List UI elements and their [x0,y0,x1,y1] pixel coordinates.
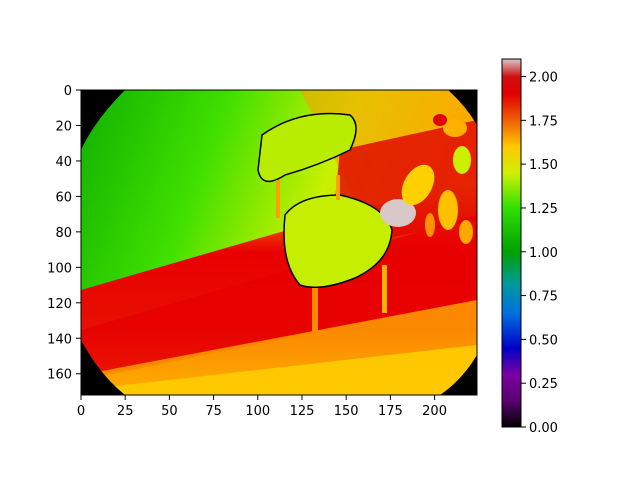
x-tick-label: 75 [205,404,222,419]
y-axis: 0 20 40 60 80 100 120 140 160 [47,84,81,383]
x-tick-label: 150 [334,404,359,419]
colorbar-gradient [502,59,521,427]
x-tick-label: 25 [117,404,134,419]
colorbar-tick-label: 0.50 [529,333,558,348]
depth-image [81,90,477,395]
y-tick-label: 140 [47,332,72,347]
colorbar-tick-label: 0.00 [529,421,558,436]
colorbar: 0.00 0.25 0.50 0.75 1.00 1.25 1.50 1.75 2.00 [502,59,558,436]
colorbar-tick-label: 1.75 [529,114,558,129]
y-tick-label: 100 [47,261,72,276]
x-tick-label: 100 [245,404,270,419]
colorbar-tick-label: 1.50 [529,158,558,173]
x-tick-label: 0 [77,404,85,419]
x-axis: 0 25 50 75 100 125 150 175 200 [77,395,447,419]
y-tick-label: 60 [55,190,72,205]
y-tick-label: 160 [47,368,72,383]
chair-leg [382,265,387,313]
x-tick-label: 50 [161,404,178,419]
x-tick-label: 175 [378,404,403,419]
y-tick-label: 20 [55,119,72,134]
colorbar-tick-label: 0.75 [529,290,558,305]
y-tick-label: 120 [47,297,72,312]
y-tick-label: 0 [64,84,72,99]
chair-leg [312,288,318,340]
colorbar-tick-label: 1.00 [529,246,558,261]
y-tick-label: 40 [55,155,72,170]
colorbar-tick-label: 0.25 [529,377,558,392]
x-tick-label: 125 [290,404,315,419]
x-tick-label: 200 [422,404,447,419]
colorbar-ticks: 0.00 0.25 0.50 0.75 1.00 1.25 1.50 1.75 2.00 [521,71,558,436]
y-tick-label: 80 [55,226,72,241]
colorbar-tick-label: 1.25 [529,202,558,217]
colorbar-tick-label: 2.00 [529,71,558,86]
